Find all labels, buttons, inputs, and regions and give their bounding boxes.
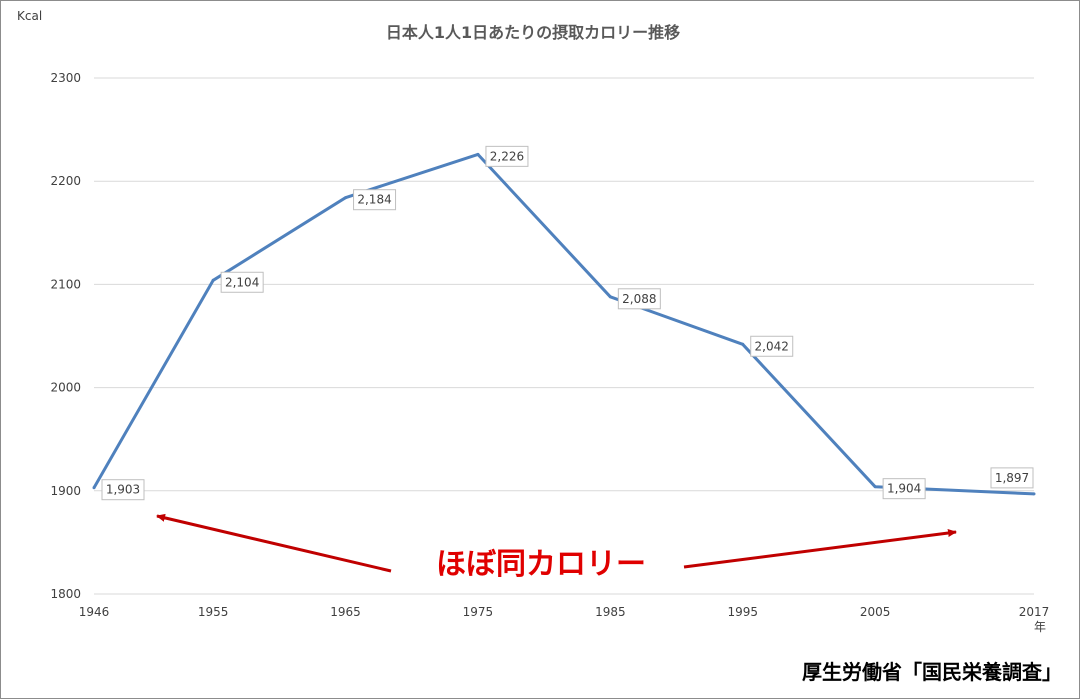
- data-label: 1,903: [106, 483, 140, 497]
- x-tick-label: 1965: [330, 605, 361, 619]
- x-tick-label: 1955: [198, 605, 229, 619]
- annotation-text: ほぼ同カロリー: [436, 547, 646, 582]
- data-point: [608, 295, 612, 299]
- series-line: [92, 152, 1035, 496]
- chart-title: 日本人1人1日あたりの摂取カロリー推移: [386, 23, 680, 42]
- data-point: [211, 278, 215, 282]
- y-tick-label: 2000: [50, 381, 81, 395]
- data-label-box: [485, 145, 529, 167]
- x-tick-label: 1995: [727, 605, 758, 619]
- x-tick-label: 1975: [463, 605, 494, 619]
- y-tick-label: 1800: [50, 587, 81, 601]
- data-label: 2,042: [755, 339, 789, 353]
- data-label: 2,104: [225, 275, 259, 289]
- x-axis-unit: 年: [1034, 620, 1046, 634]
- y-axis-unit: Kcal: [17, 9, 42, 23]
- data-point: [873, 485, 877, 489]
- data-label-box: [617, 288, 661, 310]
- y-tick-label: 1900: [50, 484, 81, 498]
- data-label-box: [882, 478, 926, 500]
- data-label: 1,904: [887, 482, 921, 496]
- data-label: 2,184: [357, 193, 391, 207]
- data-point: [476, 152, 480, 156]
- data-point: [1032, 492, 1036, 496]
- y-tick-label: 2300: [50, 71, 81, 85]
- data-label: 2,226: [490, 149, 524, 163]
- x-tick-label: 2017: [1019, 605, 1050, 619]
- data-label-box: [353, 189, 397, 211]
- data-point: [741, 342, 745, 346]
- data-label-box: [990, 467, 1034, 489]
- annotation-arrow-right: [683, 529, 957, 569]
- x-tick-label: 1985: [595, 605, 626, 619]
- annotation-arrow-left: [156, 513, 392, 573]
- data-point: [92, 486, 96, 490]
- data-label-box: [220, 271, 264, 293]
- data-point: [344, 196, 348, 200]
- data-label: 2,088: [622, 292, 656, 306]
- source-text: 厚生労働省「国民栄養調査」: [802, 660, 1062, 684]
- y-tick-label: 2100: [50, 277, 81, 291]
- data-label: 1,897: [995, 471, 1029, 485]
- x-tick-label: 1946: [79, 605, 110, 619]
- x-tick-label: 2005: [860, 605, 891, 619]
- data-label-box: [750, 335, 794, 357]
- data-label-box: [101, 479, 145, 501]
- y-tick-label: 2200: [50, 174, 81, 188]
